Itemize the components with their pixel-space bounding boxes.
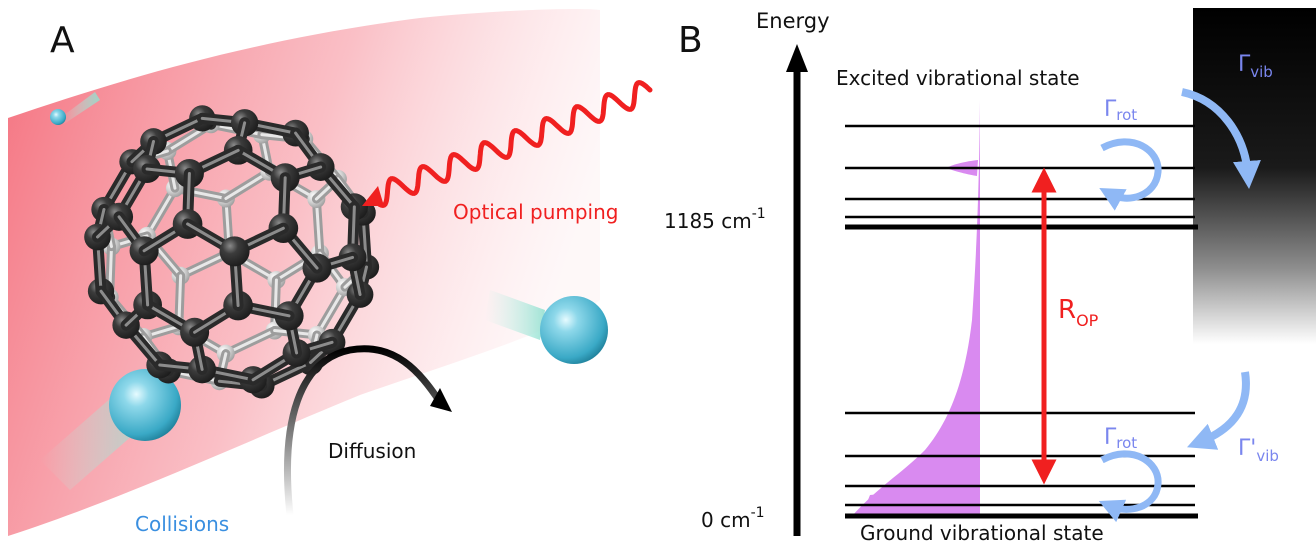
c60-bond-highlight [145,186,177,238]
energy-axis-title: Energy [756,9,830,33]
optical-pumping-arrowhead [362,186,384,206]
rop-label: ROP [1058,295,1099,330]
c60-bond-highlight [314,197,322,255]
panel-a: A Optical pumping Diffusion Collisions [8,8,653,537]
atom-trail [485,290,545,340]
c60-atom [219,236,250,267]
panel-label-a: A [50,20,75,61]
gas-atom [109,369,181,441]
panel-label-b: B [678,20,703,61]
excited-state-label: Excited vibrational state [836,66,1080,90]
gamma-rot-lower-label: Γrot [1104,425,1137,452]
ground-state-label: Ground vibrational state [860,521,1104,541]
excited-levels [845,124,1198,230]
gamma-rot-lower-loop [1098,450,1162,523]
gamma-rot-upper-loop [1099,138,1162,211]
tick-lower-label: 0 cm-1 [701,505,765,532]
panel-b: B Energy Excited vibrational state Groun… [664,8,1316,545]
population-distribution [852,100,980,516]
diffusion-arrowhead [430,388,452,412]
atom-trail [60,92,100,124]
gas-atom [50,109,66,125]
gas-atom [540,296,608,364]
gamma-vib-arrow [1181,88,1261,189]
gamma-vib-label: Γvib [1238,52,1273,81]
diffusion-path [284,345,443,516]
energy-axis-arrowhead [786,44,808,72]
tick-upper-label: 1185 cm-1 [664,206,766,233]
diffusion-label: Diffusion [328,439,416,463]
gamma-vib-prime-arrow [1187,371,1250,450]
collisions-label: Collisions [135,512,229,536]
population-lower-peak [862,485,980,515]
c60-bond-highlight [315,285,347,337]
c60-molecule [84,105,380,399]
gamma-rot-upper-label: Γrot [1104,97,1137,124]
optical-pumping-wave [369,80,653,208]
gamma-vib-prime-label: Γ'vib [1238,436,1279,465]
bath-gradient [1193,8,1316,428]
c60-bond-highlight [224,329,277,356]
optical-pumping-label: Optical pumping [453,200,618,224]
